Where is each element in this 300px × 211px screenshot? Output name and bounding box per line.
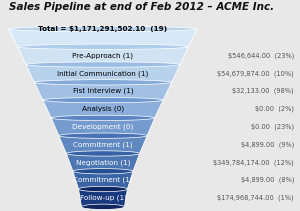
Ellipse shape: [9, 26, 197, 32]
Ellipse shape: [59, 133, 147, 138]
Ellipse shape: [26, 62, 180, 67]
Ellipse shape: [34, 80, 172, 85]
Polygon shape: [73, 171, 133, 189]
Ellipse shape: [79, 186, 128, 192]
Text: Fist Interview (1): Fist Interview (1): [73, 88, 133, 95]
Polygon shape: [43, 100, 163, 118]
Ellipse shape: [51, 115, 155, 120]
Ellipse shape: [17, 44, 189, 49]
Text: Initial Communication (1): Initial Communication (1): [57, 70, 148, 77]
Text: Negotiation (1): Negotiation (1): [76, 159, 130, 166]
Text: Follow-up (1): Follow-up (1): [80, 195, 126, 201]
Text: Commitment (1): Commitment (1): [73, 177, 133, 183]
Text: Pre-Approach (1): Pre-Approach (1): [73, 52, 134, 59]
Polygon shape: [59, 136, 147, 153]
Polygon shape: [66, 153, 140, 171]
Text: Total = $1,171,291,502.10  (19): Total = $1,171,291,502.10 (19): [38, 26, 167, 32]
Ellipse shape: [73, 169, 133, 174]
Text: $0.00  (2%): $0.00 (2%): [255, 106, 294, 112]
Ellipse shape: [43, 97, 163, 103]
Text: Commitment (1): Commitment (1): [73, 141, 133, 148]
Polygon shape: [79, 189, 128, 207]
Polygon shape: [17, 47, 189, 65]
Polygon shape: [9, 29, 197, 47]
Polygon shape: [26, 65, 180, 82]
Text: Sales Pipeline at end of Feb 2012 – ACME Inc.: Sales Pipeline at end of Feb 2012 – ACME…: [9, 3, 274, 12]
Text: $4,899.00  (9%): $4,899.00 (9%): [241, 141, 294, 148]
Text: $349,784,174.00  (12%): $349,784,174.00 (12%): [213, 159, 294, 166]
Text: Development (0): Development (0): [72, 124, 134, 130]
Text: $0.00  (23%): $0.00 (23%): [251, 124, 294, 130]
Text: $4,899.00  (8%): $4,899.00 (8%): [241, 177, 294, 183]
Text: $54,679,874.00  (10%): $54,679,874.00 (10%): [217, 70, 294, 77]
Polygon shape: [51, 118, 155, 136]
Text: $174,968,744.00  (1%): $174,968,744.00 (1%): [218, 195, 294, 201]
Polygon shape: [34, 82, 172, 100]
Text: Analysis (0): Analysis (0): [82, 106, 124, 112]
Text: $32,133.00  (98%): $32,133.00 (98%): [232, 88, 294, 95]
Ellipse shape: [81, 204, 124, 210]
Ellipse shape: [66, 151, 140, 156]
Text: $546,644.00  (23%): $546,644.00 (23%): [228, 52, 294, 59]
